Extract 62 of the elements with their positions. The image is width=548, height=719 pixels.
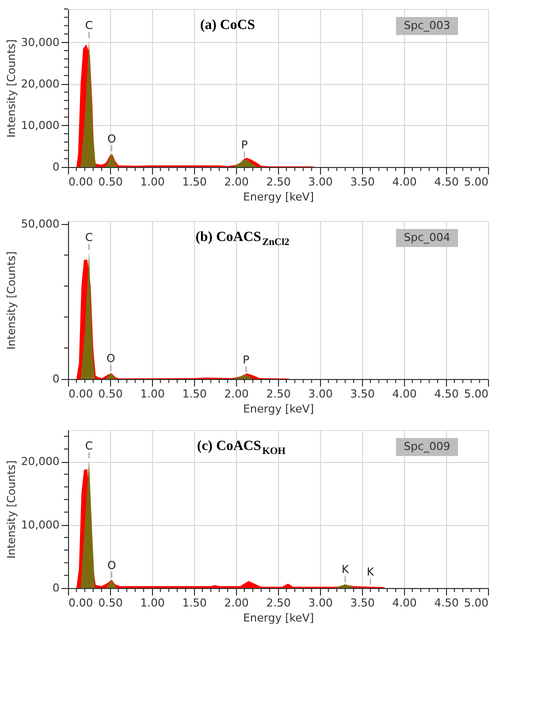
- x-tick-label: 5.00: [464, 176, 488, 188]
- x-tick-label: 4.00: [392, 176, 417, 188]
- x-tick-label: 1.50: [182, 596, 207, 610]
- x-tick-label: 1.00: [140, 388, 165, 400]
- x-tick-label: 1.50: [182, 388, 207, 400]
- annotation: K: [342, 563, 350, 576]
- y-tick-label: 0: [52, 372, 60, 386]
- x-tick-label: 4.50: [434, 596, 459, 610]
- y-axis-title: Intensity [Counts]: [5, 460, 18, 559]
- annotation: P: [241, 138, 248, 152]
- y-tick-label: 0: [52, 160, 60, 174]
- x-tick-label: 2.00: [224, 176, 249, 188]
- text: (a) CoCS: [200, 18, 256, 33]
- x-tick-label: 3.50: [350, 596, 375, 610]
- annotation: P: [242, 353, 250, 366]
- x-tick-label: 2.50: [266, 388, 291, 400]
- x-tick-label: 2.00: [224, 388, 249, 400]
- annotation: Spc_003: [404, 19, 450, 32]
- x-tick-label: 3.00: [308, 596, 333, 610]
- x-tick-label: 0.00: [68, 596, 93, 610]
- x-tick-label: 0.00: [68, 388, 93, 400]
- x-tick-label: 0.50: [98, 176, 123, 188]
- y-tick-label: 20,000: [21, 455, 60, 468]
- annotation: O: [106, 352, 116, 366]
- annotation: C: [85, 19, 94, 32]
- x-tick-label: 1.50: [182, 176, 207, 188]
- annotation: O: [107, 558, 116, 572]
- x-tick-label: 4.00: [392, 596, 417, 610]
- x-tick-label: 2.50: [266, 176, 291, 188]
- x-tick-label: 4.00: [392, 388, 417, 400]
- y-tick-label: 10,000: [21, 518, 60, 532]
- annotation: O: [107, 132, 116, 146]
- x-tick-label: 3.50: [350, 176, 375, 188]
- x-axis-title: Energy [keV]: [243, 402, 314, 416]
- x-tick-label: 2.00: [224, 596, 249, 610]
- x-tick-label: 1.00: [140, 596, 165, 610]
- x-tick-label: 3.50: [350, 388, 375, 400]
- x-tick-label: 3.00: [308, 176, 333, 188]
- x-tick-label: 0.50: [98, 388, 123, 400]
- y-tick-label: 10,000: [21, 118, 60, 132]
- x-tick-label: 2.50: [266, 596, 291, 610]
- annotation: Spc_004: [404, 231, 450, 244]
- y-tick-label: 20,000: [21, 77, 60, 90]
- y-axis-title: Intensity [Counts]: [5, 39, 18, 138]
- x-tick-label: 5.00: [464, 388, 488, 400]
- x-tick-label: 5.00: [464, 596, 488, 610]
- x-tick-label: 0.00: [68, 176, 93, 188]
- x-axis-title: Energy [keV]: [243, 190, 314, 204]
- y-tick-label: 0: [52, 582, 60, 594]
- annotation: C: [85, 439, 94, 452]
- y-tick-label: 50,000: [21, 218, 60, 231]
- y-tick-label: 30,000: [21, 36, 60, 49]
- x-tick-label: 4.50: [434, 176, 459, 188]
- x-tick-label: 1.00: [140, 176, 165, 188]
- x-tick-label: 0.50: [98, 596, 123, 610]
- y-axis-title: Intensity [Counts]: [5, 251, 18, 350]
- x-axis-title: Energy [keV]: [243, 612, 314, 624]
- annotation: K: [366, 566, 375, 579]
- annotation: C: [85, 230, 94, 244]
- x-tick-label: 3.00: [308, 388, 333, 400]
- x-tick-label: 4.50: [434, 388, 459, 400]
- annotation: Spc_009: [404, 440, 450, 453]
